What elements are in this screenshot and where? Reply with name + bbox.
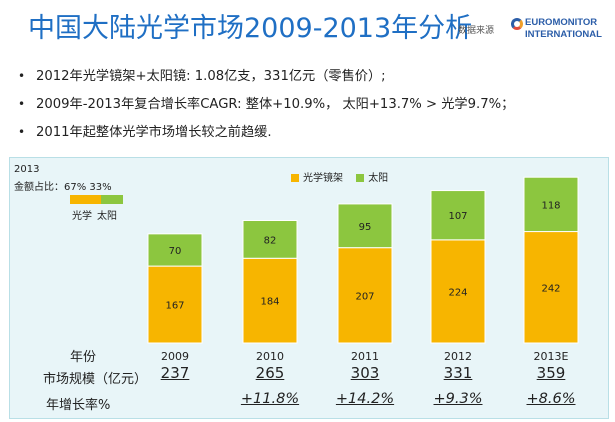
chart-legend: 光学镜架 太阳 <box>291 169 398 184</box>
bar-optical-2013E <box>523 231 579 344</box>
data-label-sun-2011: 95 <box>359 222 372 233</box>
data-label-optical-2011: 207 <box>355 291 374 302</box>
share-legend-optical: 光学 <box>72 211 92 222</box>
growth-rate-value-2013E: +8.6% <box>526 391 576 407</box>
bullet-item: • 2011年起整体光学市场增长较之前趋缓. <box>18 118 608 146</box>
legend-swatch-optical <box>291 174 299 182</box>
share-bar-optical <box>70 195 101 204</box>
x-tick-label-2010: 2010 <box>256 350 284 363</box>
page-title: 中国大陆光学市场2009-2013年分析 <box>28 13 473 44</box>
bar-sun-2009 <box>147 233 203 267</box>
bullet-item: • 2009年-2013年复合增长率CAGR: 整体+10.9%， 太阳+13.7… <box>18 90 608 118</box>
legend-item-optical: 光学镜架 <box>291 169 343 184</box>
bar-optical-2012 <box>430 239 486 344</box>
row-label-size: 市场规模（亿元） <box>43 372 148 387</box>
data-label-optical-2009: 167 <box>165 301 184 312</box>
logo-globe-icon <box>511 18 523 30</box>
row-label-growth: 年增长率% <box>46 398 111 413</box>
data-label-optical-2010: 184 <box>260 297 279 308</box>
logo-line2: INTERNATIONAL <box>525 29 602 40</box>
bullet-text: 2011年起整体光学市场增长较之前趋缓. <box>36 125 272 140</box>
data-source-label: 数据来源 <box>458 26 495 36</box>
bar-sun-2010 <box>242 220 298 259</box>
market-size-value-2010: 265 <box>255 364 285 382</box>
data-label-sun-2010: 82 <box>264 235 277 246</box>
row-label-year: 年份 <box>70 350 97 365</box>
bar-sun-2011 <box>337 203 393 249</box>
share-bar-sun <box>101 195 123 204</box>
market-size-value-2013E: 359 <box>536 364 566 382</box>
x-tick-label-2013E: 2013E <box>533 350 569 363</box>
data-label-optical-2012: 224 <box>448 287 467 298</box>
bullet-list: • 2012年光学镜架+太阳镜: 1.08亿支，331亿元（零售价）; • 2009… <box>18 62 608 146</box>
growth-rate-value-2010: +11.8% <box>240 391 300 407</box>
share-inset-label: 金额占比：67% 33% <box>14 182 112 193</box>
legend-swatch-sun <box>356 174 365 182</box>
bullet-text: 2009年-2013年复合增长率CAGR: 整体+10.9%， 太阳+13.7%… <box>36 97 515 112</box>
bullet-dot-icon: • <box>18 97 26 111</box>
data-label-optical-2013E: 242 <box>541 283 560 294</box>
growth-rate-value-2011: +14.2% <box>335 391 395 407</box>
legend-label-sun: 太阳 <box>368 173 389 184</box>
market-size-value-2012: 331 <box>443 364 473 382</box>
bullet-item: • 2012年光学镜架+太阳镜: 1.08亿支，331亿元（零售价）; <box>18 62 608 90</box>
x-tick-label-2009: 2009 <box>161 350 189 363</box>
share-legend-sun: 太阳 <box>97 211 117 222</box>
market-size-value-2009: 237 <box>160 364 190 382</box>
legend-label-optical: 光学镜架 <box>303 173 343 184</box>
bar-sun-2012 <box>430 190 486 241</box>
bar-sun-2013E <box>523 176 579 233</box>
data-label-sun-2009: 70 <box>169 246 182 257</box>
x-tick-label-2011: 2011 <box>351 350 379 363</box>
bar-optical-2010 <box>242 257 298 344</box>
data-label-sun-2012: 107 <box>448 211 467 222</box>
share-inset-year: 2013 <box>14 164 40 175</box>
bullet-dot-icon: • <box>18 69 26 83</box>
euromonitor-logo: EUROMONITOR INTERNATIONAL <box>511 10 609 44</box>
legend-item-sun: 太阳 <box>356 169 388 184</box>
growth-rate-value-2012: +9.3% <box>433 391 483 407</box>
data-label-sun-2013E: 118 <box>541 200 560 211</box>
bullet-text: 2012年光学镜架+太阳镜: 1.08亿支，331亿元（零售价）; <box>36 69 386 84</box>
market-size-value-2011: 303 <box>350 364 380 382</box>
logo-line1: EUROMONITOR <box>525 17 598 28</box>
bullet-dot-icon: • <box>18 125 26 139</box>
bar-optical-2011 <box>337 247 393 344</box>
x-tick-label-2012: 2012 <box>444 350 472 363</box>
